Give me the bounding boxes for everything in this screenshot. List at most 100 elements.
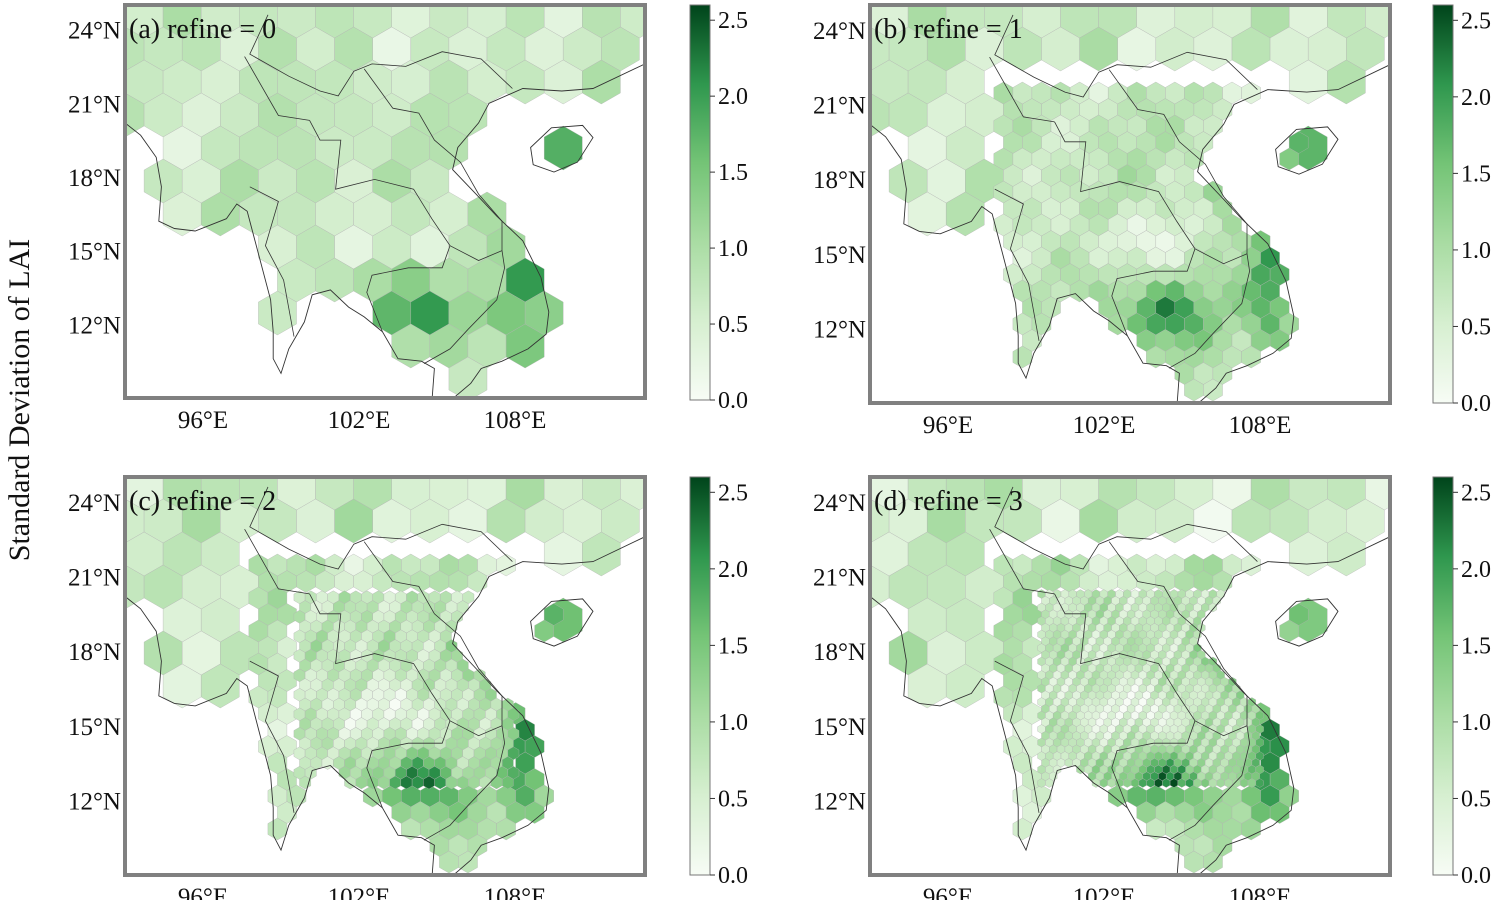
colorbar-tick-label: 1.5 xyxy=(718,160,748,186)
country-border-1 xyxy=(1054,593,1196,808)
map-panel-2: (c) refine = 2 24°N 21°N 18°N 15°N 12°N 96°E 10… xyxy=(68,475,748,900)
map-panel-3: (d) refine = 3 24°N 21°N 18°N 15°N 12°N 96°E 10… xyxy=(813,475,1491,900)
country-border-2 xyxy=(363,68,506,364)
colorbar-tick-label: 2.0 xyxy=(1461,557,1491,583)
map-frame xyxy=(868,3,1392,405)
lon-tick-label: 108°E xyxy=(484,884,547,900)
lon-tick-label: 96°E xyxy=(923,884,973,900)
country-border-0 xyxy=(994,14,1258,98)
lat-tick-label: 24°N xyxy=(813,490,866,517)
colorbar-tick-label: 2.5 xyxy=(1461,480,1491,506)
lon-tick-label: 102°E xyxy=(1073,412,1136,439)
colorbar-gradient xyxy=(689,476,711,876)
country-border-3 xyxy=(989,529,1055,595)
lat-tick-label: 15°N xyxy=(68,239,121,266)
coastline xyxy=(870,477,1390,875)
lat-tick-label: 21°N xyxy=(813,93,866,120)
lat-tick-label: 15°N xyxy=(813,714,866,741)
lon-tick-label: 102°E xyxy=(328,407,391,434)
lat-tick-label: 12°N xyxy=(68,312,121,339)
map-frame xyxy=(868,475,1392,877)
colorbar-tick-label: 0.0 xyxy=(1461,863,1491,889)
lat-tick-label: 21°N xyxy=(68,565,121,592)
map-frame xyxy=(123,475,647,877)
colorbar-tick-label: 0.5 xyxy=(1461,786,1491,812)
colorbar-gradient xyxy=(1432,4,1454,404)
colorbar: 0.0 0.5 1.0 1.5 2.0 2.5 xyxy=(1432,4,1491,417)
colorbar-tick-label: 2.0 xyxy=(718,84,748,110)
country-border-5 xyxy=(1194,248,1248,265)
colorbar-tick-label: 0.5 xyxy=(718,786,748,812)
panel-label: (b) refine = 1 xyxy=(874,14,1023,45)
colorbar-gradient xyxy=(1432,476,1454,876)
colorbar-tick-label: 2.0 xyxy=(1461,85,1491,111)
coastline xyxy=(125,477,645,875)
hainan-coastline xyxy=(1275,126,1339,175)
lat-tick-label: 18°N xyxy=(68,165,121,192)
country-border-4 xyxy=(249,660,295,813)
colorbar-tick-label: 0.5 xyxy=(718,312,748,338)
country-border-5 xyxy=(449,245,503,261)
colorbar-tick-label: 0.0 xyxy=(718,863,748,889)
lon-tick-label: 108°E xyxy=(1229,884,1292,900)
panel-label: (d) refine = 3 xyxy=(874,486,1023,517)
lon-tick-label: 108°E xyxy=(484,407,547,434)
colorbar-tick-label: 1.0 xyxy=(718,710,748,736)
panel-label: (a) refine = 0 xyxy=(129,14,276,45)
colorbar-tick-label: 1.5 xyxy=(1461,633,1491,659)
country-border-4 xyxy=(994,660,1040,813)
map-area xyxy=(125,477,645,875)
colorbar: 0.0 0.5 1.0 1.5 2.0 2.5 xyxy=(1432,476,1491,889)
colorbar-tick-label: 0.0 xyxy=(1461,391,1491,417)
lat-tick-label: 15°N xyxy=(813,242,866,269)
coastline xyxy=(870,5,1390,403)
map-area xyxy=(870,5,1390,403)
map-panel-1: (b) refine = 1 24°N 21°N 18°N 15°N 12°N 96°E 10… xyxy=(813,3,1491,439)
lat-tick-label: 18°N xyxy=(813,639,866,666)
colorbar-tick-label: 0.0 xyxy=(718,388,748,414)
country-border-2 xyxy=(1108,541,1251,841)
colorbar-tick-label: 1.5 xyxy=(718,633,748,659)
map-area xyxy=(125,5,645,398)
lon-tick-label: 108°E xyxy=(1229,412,1292,439)
lat-tick-label: 21°N xyxy=(813,565,866,592)
lat-tick-label: 15°N xyxy=(68,714,121,741)
country-border-0 xyxy=(994,486,1258,570)
country-border-3 xyxy=(989,57,1055,123)
country-border-3 xyxy=(244,529,310,595)
colorbar-tick-label: 2.5 xyxy=(718,480,748,506)
lat-tick-label: 12°N xyxy=(68,788,121,815)
lat-tick-label: 18°N xyxy=(68,639,121,666)
lon-tick-label: 96°E xyxy=(178,884,228,900)
colorbar-tick-label: 0.5 xyxy=(1461,314,1491,340)
colorbar: 0.0 0.5 1.0 1.5 2.0 2.5 xyxy=(689,476,748,889)
country-border-1 xyxy=(309,120,451,332)
colorbar-tick-label: 1.0 xyxy=(1461,710,1491,736)
colorbar-gradient xyxy=(689,4,711,401)
country-border-0 xyxy=(249,14,513,97)
country-border-2 xyxy=(363,541,506,841)
lat-tick-label: 24°N xyxy=(813,18,866,45)
coastline xyxy=(125,5,645,398)
hainan-coastline xyxy=(530,598,594,647)
map-panel-0: (a) refine = 0 24°N 21°N 18°N 15°N 12°N 96°E 10… xyxy=(68,3,748,434)
country-border-5 xyxy=(449,720,503,737)
lat-tick-label: 18°N xyxy=(813,167,866,194)
lon-tick-label: 96°E xyxy=(923,412,973,439)
map-frame xyxy=(123,3,647,400)
colorbar: 0.0 0.5 1.0 1.5 2.0 2.5 xyxy=(689,4,748,414)
country-border-3 xyxy=(244,56,310,121)
lat-tick-label: 24°N xyxy=(68,490,121,517)
country-border-1 xyxy=(1054,121,1196,336)
panel-label: (c) refine = 2 xyxy=(129,486,276,517)
hainan-coastline xyxy=(1275,598,1339,647)
colorbar-tick-label: 1.0 xyxy=(718,236,748,262)
lon-tick-label: 96°E xyxy=(178,407,228,434)
country-border-4 xyxy=(994,188,1040,341)
lat-tick-label: 21°N xyxy=(68,91,121,118)
lat-tick-label: 24°N xyxy=(68,18,121,45)
hainan-coastline xyxy=(530,124,594,173)
country-border-0 xyxy=(249,486,513,570)
colorbar-tick-label: 1.5 xyxy=(1461,161,1491,187)
country-border-2 xyxy=(1108,69,1251,369)
